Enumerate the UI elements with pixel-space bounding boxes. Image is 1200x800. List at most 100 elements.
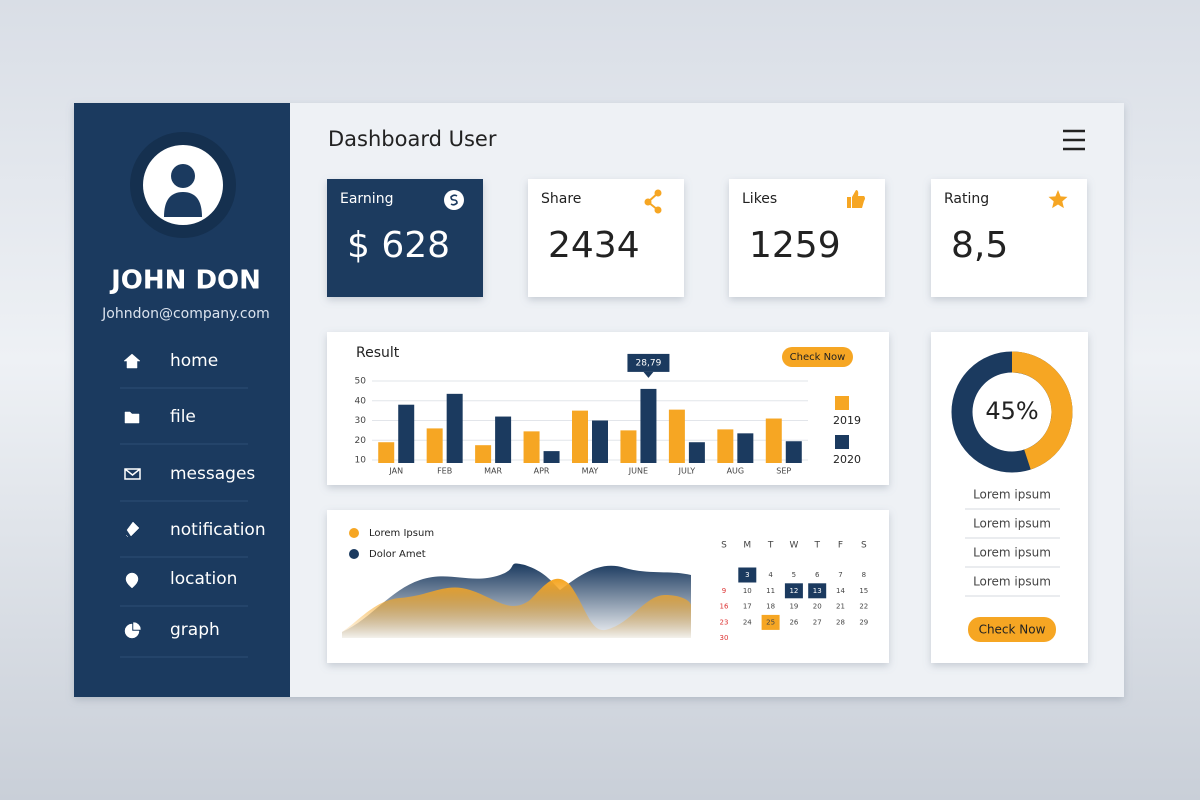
day-highlight bbox=[738, 567, 757, 583]
check-now-button[interactable]: Check Now bbox=[968, 617, 1056, 642]
weekday: M bbox=[743, 541, 751, 551]
menu-item[interactable]: graph bbox=[120, 620, 248, 658]
list-item: Lorem ipsum bbox=[973, 546, 1051, 560]
bar bbox=[398, 404, 415, 463]
like-icon bbox=[847, 190, 865, 208]
day-highlight bbox=[808, 583, 827, 599]
button-label: Check Now bbox=[979, 623, 1046, 637]
tooltip: 28,79 bbox=[627, 353, 670, 378]
stat-card: Earning $ 628 bbox=[327, 179, 483, 297]
x-tick-label: APR bbox=[534, 467, 550, 476]
share-links bbox=[646, 192, 659, 211]
page-title: Dashboard User bbox=[328, 127, 497, 151]
bar bbox=[668, 409, 685, 463]
x-tick-label: MAY bbox=[582, 467, 599, 476]
day: 6 bbox=[815, 571, 820, 579]
day: 13 bbox=[813, 587, 822, 595]
y-tick-label: 10 bbox=[355, 456, 367, 466]
hamburger[interactable] bbox=[1063, 129, 1085, 151]
legend-label: Lorem Ipsum bbox=[369, 528, 434, 539]
stat-card: Rating 8,5 bbox=[931, 179, 1087, 297]
y-tick-label: 40 bbox=[355, 396, 367, 406]
day: 21 bbox=[836, 603, 845, 611]
card-value: 8,5 bbox=[951, 225, 1008, 266]
menu-item[interactable]: location bbox=[120, 569, 248, 607]
legend-dot bbox=[349, 549, 359, 559]
day: 25 bbox=[766, 618, 775, 626]
menu-label: graph bbox=[170, 620, 220, 640]
day: 17 bbox=[743, 603, 752, 611]
bar bbox=[426, 428, 443, 463]
menu: home file messages notification location grap… bbox=[120, 351, 266, 658]
card-label: Rating bbox=[944, 191, 989, 207]
menu-item[interactable]: file bbox=[120, 407, 248, 445]
stat-card: Share 2434 bbox=[528, 179, 684, 297]
bar bbox=[640, 388, 657, 463]
area-legend: Lorem Ipsum Dolor Amet bbox=[349, 528, 434, 560]
list-item: Lorem ipsum bbox=[973, 575, 1051, 589]
user-name: JOHN DON bbox=[109, 266, 261, 296]
day: 29 bbox=[859, 618, 868, 626]
menu-item[interactable]: messages bbox=[120, 464, 255, 502]
button-bg bbox=[782, 347, 853, 367]
x-tick-label: AUG bbox=[727, 467, 745, 476]
menu-icon bbox=[124, 622, 141, 639]
bar bbox=[592, 420, 608, 463]
x-tick-label: SEP bbox=[776, 467, 791, 476]
day: 9 bbox=[722, 587, 726, 595]
bar bbox=[620, 430, 637, 463]
user-email: Johndon@company.com bbox=[101, 306, 270, 322]
y-tick-label: 50 bbox=[355, 377, 367, 387]
legend-label: 2019 bbox=[833, 414, 861, 427]
day: 26 bbox=[789, 618, 798, 626]
bar bbox=[378, 442, 395, 463]
weekday: T bbox=[813, 541, 820, 551]
avatar-head bbox=[171, 164, 195, 188]
card-value: 2434 bbox=[548, 225, 640, 266]
weekday: F bbox=[838, 541, 843, 551]
day: 5 bbox=[792, 571, 796, 579]
x-tick-label: JUNE bbox=[628, 467, 648, 476]
day: 27 bbox=[813, 618, 822, 626]
menu-item[interactable]: notification bbox=[120, 520, 266, 558]
card-value: 1259 bbox=[749, 225, 841, 266]
chart-title: Result bbox=[356, 345, 400, 361]
button-bg bbox=[968, 617, 1056, 642]
check-now-button[interactable]: Check Now bbox=[782, 347, 853, 367]
donut-label: 45% bbox=[985, 397, 1038, 425]
y-tick-label: 30 bbox=[355, 416, 367, 426]
legend-label: Dolor Amet bbox=[369, 549, 426, 560]
day: 28 bbox=[836, 618, 845, 626]
day: 4 bbox=[768, 571, 773, 579]
day: 16 bbox=[720, 603, 729, 611]
day: 11 bbox=[766, 587, 775, 595]
area-lorem bbox=[342, 578, 691, 638]
bar bbox=[495, 416, 512, 463]
bar bbox=[765, 418, 782, 463]
weekday: S bbox=[861, 541, 867, 551]
day: 20 bbox=[813, 603, 822, 611]
weekday: W bbox=[789, 541, 798, 551]
legend-label: 2020 bbox=[833, 453, 861, 466]
weekday: S bbox=[721, 541, 727, 551]
card-bg bbox=[528, 179, 684, 297]
day: 22 bbox=[859, 603, 868, 611]
button-label: Check Now bbox=[790, 352, 846, 363]
day: 14 bbox=[836, 587, 845, 595]
card-label: Earning bbox=[340, 191, 393, 207]
menu-icon bbox=[124, 468, 141, 480]
menu-item[interactable]: home bbox=[120, 351, 248, 389]
bar bbox=[543, 451, 560, 463]
x-tick-label: MAR bbox=[484, 467, 502, 476]
stat-card: Likes 1259 bbox=[729, 179, 885, 297]
bar bbox=[717, 429, 734, 463]
menu-label: location bbox=[170, 569, 237, 589]
calendar: S M T W T F S 3 4 5 6 7 8 9 10 11 12 13 14 15 16 17 18 19 20 21 22… bbox=[720, 541, 869, 643]
donut-chart: 45% bbox=[951, 351, 1073, 473]
day: 10 bbox=[743, 587, 752, 595]
menu-icon bbox=[125, 521, 140, 538]
cards: Earning $ 628 Share 2434 Likes 1259 Rating 8,5 bbox=[327, 179, 1087, 297]
day: 24 bbox=[743, 618, 752, 626]
